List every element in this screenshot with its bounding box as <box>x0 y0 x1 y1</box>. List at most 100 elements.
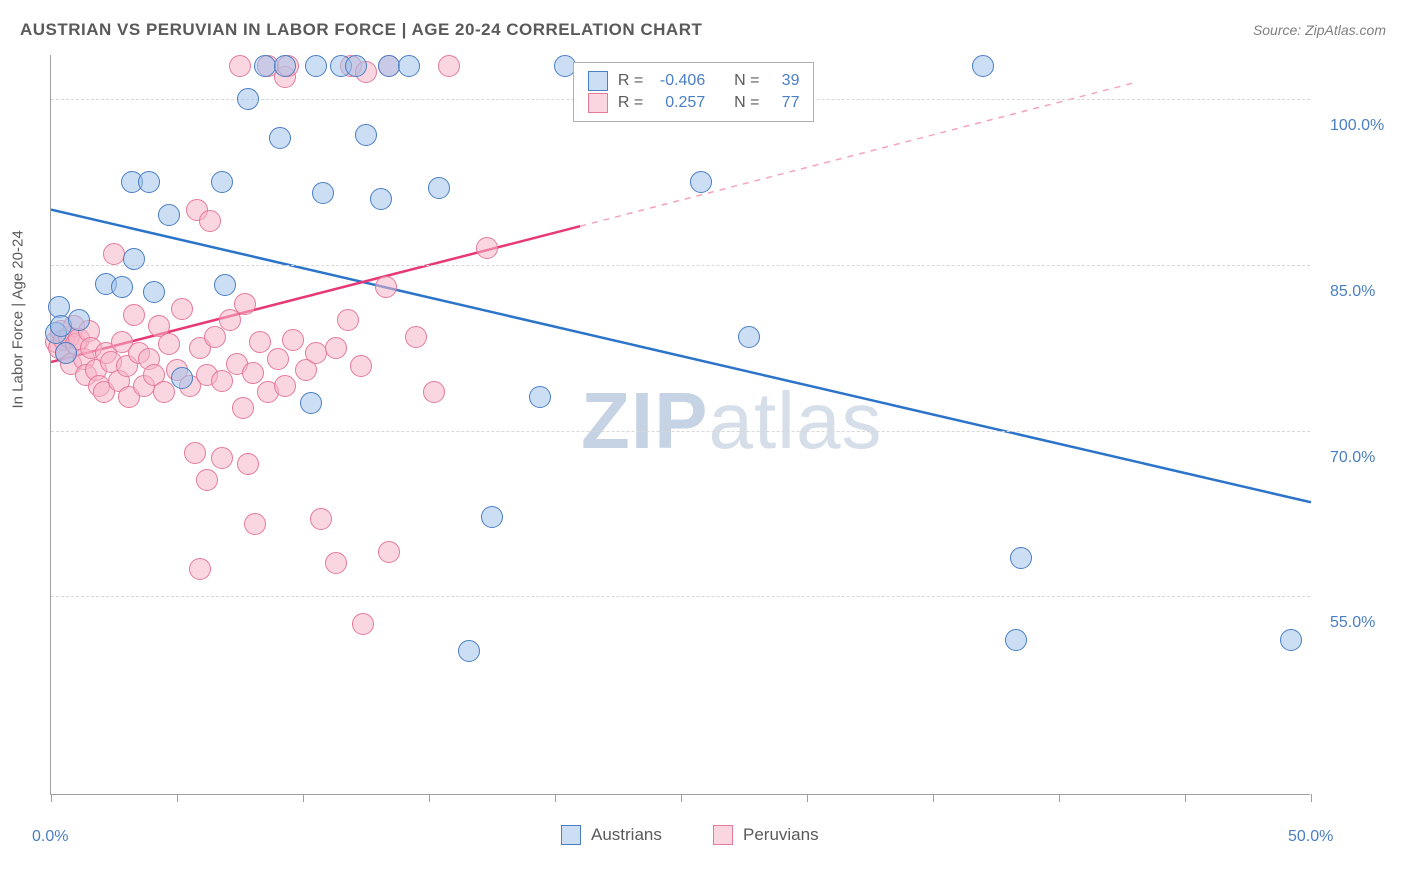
scatter-point <box>267 348 289 370</box>
scatter-point <box>232 397 254 419</box>
legend-series-label: Austrians <box>591 825 662 845</box>
scatter-point <box>325 337 347 359</box>
scatter-point <box>158 333 180 355</box>
scatter-point <box>158 204 180 226</box>
scatter-point <box>1010 547 1032 569</box>
legend-swatch <box>588 71 608 91</box>
x-tick <box>1185 794 1186 802</box>
watermark: ZIPatlas <box>581 375 882 467</box>
scatter-point <box>1280 629 1302 651</box>
scatter-point <box>269 127 291 149</box>
scatter-point <box>476 237 498 259</box>
title-bar: AUSTRIAN VS PERUVIAN IN LABOR FORCE | AG… <box>20 20 1386 40</box>
scatter-point <box>305 342 327 364</box>
scatter-point <box>428 177 450 199</box>
legend-swatch <box>561 825 581 845</box>
scatter-point <box>242 362 264 384</box>
source-label: Source: ZipAtlas.com <box>1253 22 1386 38</box>
scatter-point <box>123 304 145 326</box>
x-tick <box>303 794 304 802</box>
scatter-point <box>355 124 377 146</box>
scatter-point <box>237 88 259 110</box>
scatter-point <box>211 171 233 193</box>
scatter-point <box>972 55 994 77</box>
gridline <box>51 265 1310 266</box>
scatter-point <box>111 276 133 298</box>
legend-swatch <box>588 93 608 113</box>
scatter-point <box>282 329 304 351</box>
y-tick-label: 70.0% <box>1330 449 1375 467</box>
x-tick <box>681 794 682 802</box>
scatter-point <box>375 276 397 298</box>
scatter-point <box>312 182 334 204</box>
y-tick-label: 55.0% <box>1330 614 1375 632</box>
gridline <box>51 596 1310 597</box>
x-tick-label: 50.0% <box>1288 828 1333 846</box>
legend-swatch <box>713 825 733 845</box>
x-tick <box>555 794 556 802</box>
scatter-point <box>138 171 160 193</box>
legend-r-label: R = <box>618 72 643 90</box>
legend-r-value: -0.406 <box>653 72 705 90</box>
scatter-point <box>398 55 420 77</box>
scatter-point <box>529 386 551 408</box>
scatter-point <box>254 55 276 77</box>
scatter-point <box>103 243 125 265</box>
scatter-point <box>55 342 77 364</box>
legend-series: Peruvians <box>713 825 819 845</box>
legend-row: R = 0.257 N = 77 <box>588 93 800 113</box>
scatter-point <box>214 274 236 296</box>
scatter-point <box>189 558 211 580</box>
scatter-point <box>171 367 193 389</box>
scatter-point <box>196 469 218 491</box>
legend-r-label: R = <box>618 94 643 112</box>
scatter-point <box>378 55 400 77</box>
legend-correlation: R = -0.406 N = 39 R = 0.257 N = 77 <box>573 62 815 122</box>
legend-n-label: N = <box>734 72 759 90</box>
scatter-point <box>199 210 221 232</box>
scatter-point <box>352 613 374 635</box>
legend-series: Austrians <box>561 825 662 845</box>
scatter-point <box>423 381 445 403</box>
scatter-point <box>337 309 359 331</box>
x-tick <box>1311 794 1312 802</box>
scatter-point <box>143 281 165 303</box>
scatter-point <box>481 506 503 528</box>
x-tick <box>807 794 808 802</box>
plot-area: ZIPatlas <box>50 55 1310 795</box>
scatter-point <box>405 326 427 348</box>
x-tick <box>51 794 52 802</box>
scatter-point <box>68 309 90 331</box>
scatter-point <box>345 55 367 77</box>
watermark-atlas: atlas <box>708 376 882 465</box>
y-axis-label: In Labor Force | Age 20-24 <box>10 230 27 408</box>
scatter-point <box>229 55 251 77</box>
y-tick-label: 85.0% <box>1330 283 1375 301</box>
scatter-point <box>234 293 256 315</box>
scatter-point <box>244 513 266 535</box>
scatter-point <box>249 331 271 353</box>
scatter-point <box>310 508 332 530</box>
scatter-point <box>171 298 193 320</box>
scatter-point <box>184 442 206 464</box>
x-tick <box>429 794 430 802</box>
scatter-point <box>123 248 145 270</box>
trend-lines <box>51 55 1311 795</box>
gridline <box>51 431 1310 432</box>
scatter-point <box>305 55 327 77</box>
scatter-point <box>274 55 296 77</box>
legend-r-value: 0.257 <box>653 94 705 112</box>
scatter-point <box>1005 629 1027 651</box>
x-tick <box>1059 794 1060 802</box>
scatter-point <box>438 55 460 77</box>
legend-n-value: 77 <box>769 94 799 112</box>
legend-series-label: Peruvians <box>743 825 819 845</box>
scatter-point <box>300 392 322 414</box>
scatter-point <box>378 541 400 563</box>
legend-row: R = -0.406 N = 39 <box>588 71 800 91</box>
x-tick <box>933 794 934 802</box>
legend-n-value: 39 <box>769 72 799 90</box>
scatter-point <box>237 453 259 475</box>
x-tick <box>177 794 178 802</box>
legend-n-label: N = <box>734 94 759 112</box>
